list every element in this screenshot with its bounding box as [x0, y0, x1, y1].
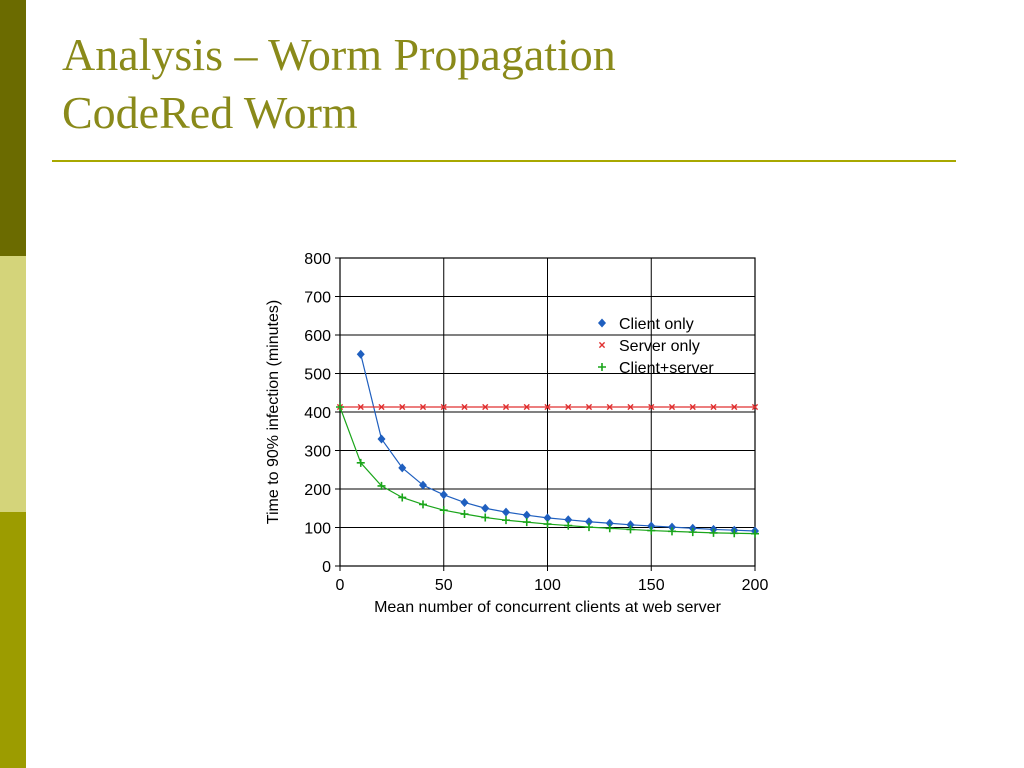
data-point	[751, 529, 759, 538]
y-tick-label: 500	[304, 367, 331, 384]
data-point	[647, 521, 656, 531]
data-point	[565, 403, 572, 411]
data-point	[378, 403, 385, 411]
y-tick-label: 400	[304, 405, 331, 422]
data-point	[356, 458, 365, 467]
sidebar-segment-bottom	[0, 512, 26, 768]
data-point	[668, 527, 676, 536]
x-axis-label: Mean number of concurrent clients at web…	[374, 599, 722, 616]
data-point	[626, 525, 635, 534]
data-point	[627, 403, 634, 411]
sidebar-accent	[0, 0, 26, 768]
data-point	[357, 403, 364, 411]
data-point	[440, 403, 447, 411]
data-point	[689, 403, 696, 411]
data-point	[564, 515, 573, 525]
chart-legend: Client only Server only Client+server	[598, 316, 714, 377]
legend-entry: Server only	[598, 338, 700, 355]
data-point	[543, 520, 552, 529]
data-point	[439, 490, 448, 500]
data-point	[502, 516, 510, 525]
data-point	[751, 403, 759, 411]
series-client-only	[356, 349, 759, 536]
data-point	[398, 493, 407, 502]
series-client-server	[336, 402, 759, 538]
data-point	[336, 402, 344, 411]
slide-title-line-1: Analysis – Worm Propagation	[62, 29, 616, 80]
data-point	[709, 528, 718, 537]
data-point	[544, 403, 551, 411]
legend-entry: Client only	[598, 316, 694, 333]
y-tick-label: 100	[304, 521, 331, 538]
data-point	[398, 463, 407, 473]
x-tick-label: 50	[435, 577, 453, 594]
data-point	[710, 403, 717, 411]
y-tick-label: 300	[304, 444, 331, 461]
title-divider	[52, 160, 956, 162]
data-point	[648, 403, 655, 411]
slide-title: Analysis – Worm Propagation CodeRed Worm	[62, 26, 616, 142]
sidebar-segment-top	[0, 0, 26, 256]
data-point	[585, 517, 593, 527]
data-point	[502, 507, 510, 517]
sidebar-segment-middle	[0, 256, 26, 512]
data-point	[688, 528, 697, 537]
y-tick-label: 800	[304, 251, 331, 268]
data-point	[543, 513, 552, 523]
x-tick-label: 200	[742, 577, 769, 594]
data-point	[523, 403, 530, 411]
legend-label: Client only	[619, 316, 694, 333]
legend-label: Client+server	[619, 360, 714, 377]
y-tick-label: 0	[322, 559, 331, 576]
data-point	[522, 518, 531, 527]
data-point	[419, 480, 427, 490]
data-point	[377, 481, 386, 490]
legend-marker	[598, 318, 606, 328]
data-point	[585, 403, 593, 411]
data-point	[419, 403, 427, 411]
data-point	[419, 500, 427, 509]
chart-ticks: 0 100 200 300 400 500 600 700 800 0 50 100 150 200	[304, 251, 768, 594]
legend-entry: Client+server	[598, 360, 714, 377]
y-tick-label: 600	[304, 328, 331, 345]
data-point	[730, 529, 739, 538]
slide-title-line-2: CodeRed Worm	[62, 87, 358, 138]
x-tick-label: 150	[638, 577, 665, 594]
data-point	[522, 510, 531, 520]
data-point	[377, 434, 386, 444]
y-axis-label: Time to 90% infection (minutes)	[265, 300, 282, 524]
data-point	[668, 522, 676, 532]
legend-label: Server only	[619, 338, 700, 355]
data-point	[585, 523, 593, 532]
series-server-only	[336, 403, 759, 411]
data-point	[482, 403, 489, 411]
data-point	[647, 526, 656, 535]
data-point	[731, 403, 738, 411]
data-point	[564, 521, 573, 530]
legend-marker	[598, 363, 606, 371]
data-point	[626, 520, 635, 530]
infection-time-chart: 0 100 200 300 400 500 600 700 800 0 50 100 150 200 Me…	[265, 251, 768, 616]
data-point	[605, 524, 614, 533]
data-point	[481, 513, 490, 522]
data-point	[356, 349, 365, 359]
data-point	[460, 510, 469, 519]
y-tick-label: 700	[304, 290, 331, 307]
x-tick-label: 0	[336, 577, 345, 594]
chart-series	[336, 349, 759, 538]
data-point	[460, 497, 469, 507]
data-point	[606, 403, 613, 411]
data-point	[605, 518, 614, 528]
data-point	[461, 403, 468, 411]
data-point	[481, 503, 490, 513]
x-tick-label: 100	[534, 577, 561, 594]
y-tick-label: 200	[304, 482, 331, 499]
legend-marker	[598, 341, 606, 349]
data-point	[668, 403, 676, 411]
data-point	[502, 403, 510, 411]
data-point	[399, 403, 406, 411]
data-point	[439, 506, 448, 515]
